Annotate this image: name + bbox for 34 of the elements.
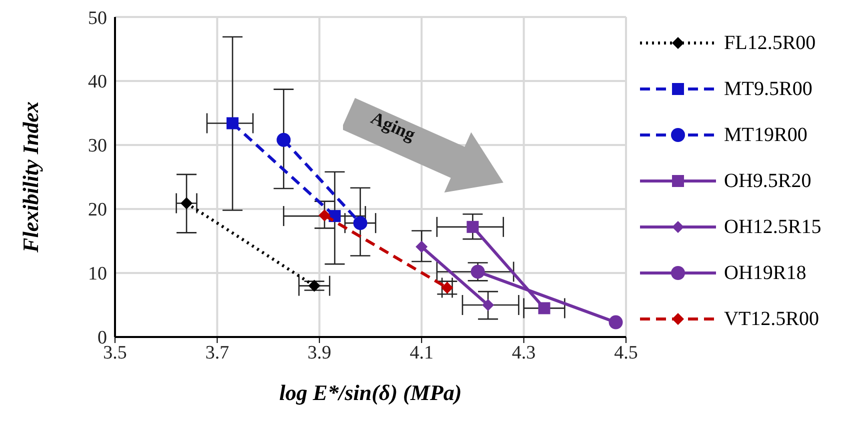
- legend-label: MT19R00: [724, 124, 808, 146]
- legend-label: MT9.5R00: [724, 78, 812, 100]
- x-tick-label: 4.5: [614, 342, 638, 364]
- x-tick-label: 3.9: [308, 342, 332, 364]
- y-tick-label: 20: [88, 200, 107, 221]
- point: [308, 280, 320, 292]
- point: [538, 302, 550, 314]
- x-tick-label: 4.3: [512, 342, 536, 364]
- x-axis-title: log E*/sin(δ) (MPa): [279, 380, 462, 405]
- y-tick-label: 40: [88, 72, 107, 93]
- legend-label: OH9.5R20: [724, 170, 812, 192]
- point: [608, 315, 623, 330]
- point: [180, 197, 193, 210]
- y-tick-label: 50: [88, 8, 107, 29]
- legend-label: OH12.5R15: [724, 216, 822, 238]
- point: [226, 117, 239, 130]
- point: [276, 132, 291, 147]
- point: [353, 216, 368, 230]
- legend-label: OH19R18: [724, 262, 806, 284]
- legend-label: VT12.5R00: [724, 308, 819, 330]
- point: [318, 209, 331, 222]
- x-tick-label: 4.1: [410, 342, 434, 364]
- point: [416, 240, 428, 253]
- annotation: Aging: [368, 108, 418, 146]
- point: [466, 220, 479, 233]
- point: [441, 282, 454, 294]
- point: [470, 264, 485, 279]
- x-tick-label: 3.5: [103, 342, 127, 364]
- x-tick-label: 3.7: [205, 342, 230, 364]
- point: [482, 299, 494, 311]
- y-tick-label: 10: [88, 264, 107, 285]
- y-axis-title: Flexibility Index: [18, 102, 43, 254]
- legend-label: FL12.5R00: [724, 32, 816, 54]
- y-tick-label: 30: [88, 136, 107, 157]
